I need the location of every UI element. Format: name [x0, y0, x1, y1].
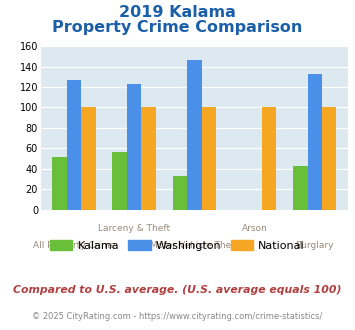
Bar: [81, 108, 95, 210]
Text: Larceny & Theft: Larceny & Theft: [98, 224, 170, 233]
Text: Motor Vehicle Theft: Motor Vehicle Theft: [151, 241, 238, 250]
Bar: [67, 80, 81, 210]
Text: © 2025 CityRating.com - https://www.cityrating.com/crime-statistics/: © 2025 CityRating.com - https://www.city…: [32, 312, 323, 321]
Legend: Kalama, Washington, National: Kalama, Washington, National: [45, 236, 310, 255]
Bar: [173, 176, 187, 210]
Bar: [141, 108, 156, 210]
Bar: [113, 152, 127, 210]
Bar: [52, 157, 67, 210]
Bar: [187, 60, 202, 210]
Text: Compared to U.S. average. (U.S. average equals 100): Compared to U.S. average. (U.S. average …: [13, 285, 342, 295]
Bar: [293, 166, 307, 210]
Bar: [322, 108, 337, 210]
Text: Arson: Arson: [242, 224, 267, 233]
Text: All Property Crime: All Property Crime: [33, 241, 115, 250]
Bar: [262, 108, 276, 210]
Text: 2019 Kalama: 2019 Kalama: [119, 5, 236, 20]
Bar: [127, 84, 141, 210]
Bar: [307, 74, 322, 210]
Text: Burglary: Burglary: [295, 241, 334, 250]
Text: Property Crime Comparison: Property Crime Comparison: [52, 20, 303, 35]
Bar: [202, 108, 216, 210]
